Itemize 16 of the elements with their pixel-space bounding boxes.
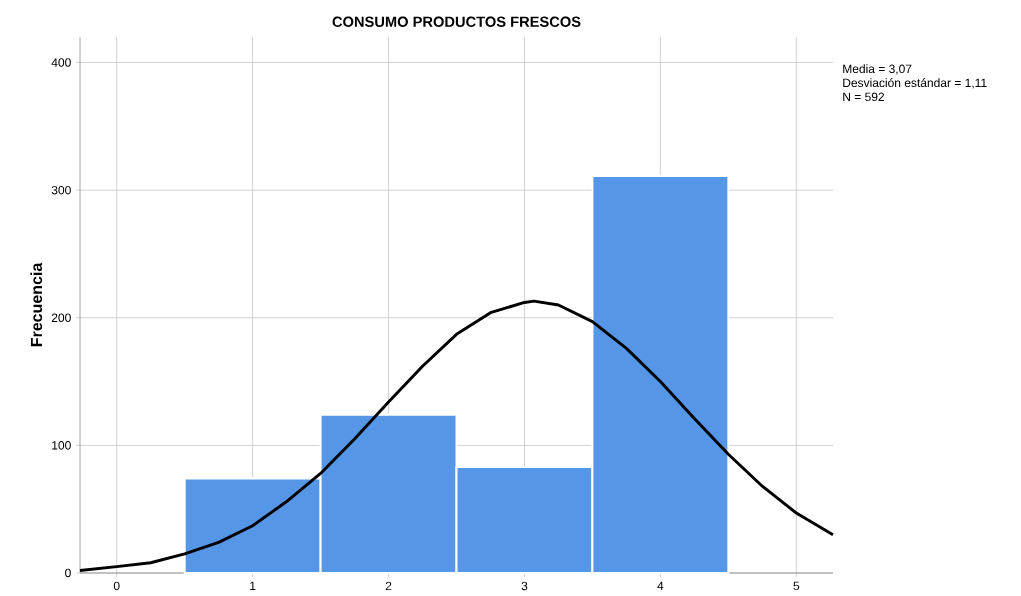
x-tick-label: 0 (113, 581, 120, 591)
y-tick-label: 300 (51, 185, 71, 195)
text: N = 592 (843, 92, 885, 102)
y-tick-label: 200 (51, 313, 71, 323)
y-tick-label: 400 (51, 58, 71, 67)
x-tick-label: 4 (657, 581, 664, 590)
text: Media = 3,07 (843, 64, 912, 75)
y-tick-label: 100 (52, 441, 71, 450)
x-tick-label: 3 (521, 581, 528, 591)
x-tick-label: 1 (250, 581, 256, 590)
x-tick-label: 5 (793, 581, 800, 591)
y-tick-label: 0 (65, 568, 71, 578)
x-tick-label: 2 (385, 581, 392, 591)
text: Desviación estándar = 1,11 (843, 78, 987, 89)
y-axis-title: Frecuencia (30, 262, 43, 347)
chart-title: CONSUMO PRODUCTOS FRESCOS (332, 16, 581, 27)
